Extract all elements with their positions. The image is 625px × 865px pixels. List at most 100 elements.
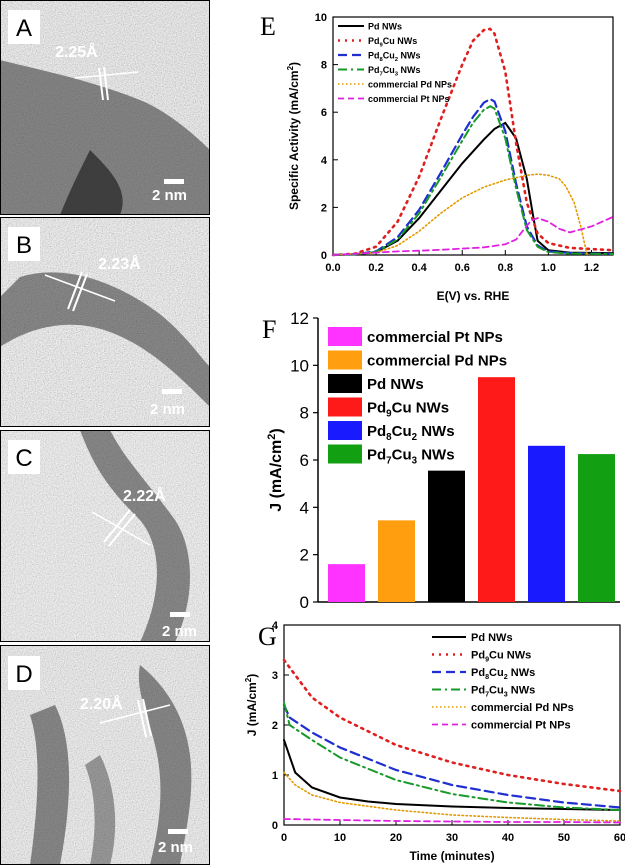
f-legend-label: Pd NWs — [367, 376, 424, 393]
e-xtick-label: 0.2 — [368, 262, 383, 274]
tem-image-d: D 2.20Å 2 nm — [0, 645, 210, 865]
g-xtick-label: 60 — [614, 832, 625, 844]
f-bar — [578, 454, 615, 602]
g-legend-label: commercial Pt NPs — [471, 720, 571, 732]
scale-bar-label-a: 2 nm — [152, 187, 187, 204]
e-ylabel: Specific Activity (mA/cm2) — [286, 62, 301, 210]
f-legend-swatch — [328, 327, 362, 346]
panel-letter-e: E — [260, 12, 276, 41]
e-series-line — [332, 121, 614, 256]
e-ytick-label: 8 — [321, 60, 327, 72]
e-ytick-label: 2 — [321, 202, 327, 214]
f-legend-label: Pd7Cu3 NWs — [367, 447, 455, 467]
f-ytick-label: 0 — [300, 593, 309, 612]
scale-bar-label-c: 2 nm — [162, 623, 197, 640]
lattice-spacing-d: 2.20Å — [80, 694, 123, 713]
e-legend-label: Pd9Cu NWs — [368, 36, 417, 48]
g-legend-label: Pd9Cu NWs — [471, 650, 531, 664]
panel-letter-g: G — [258, 622, 277, 651]
f-bar — [478, 377, 515, 602]
f-legend-swatch — [328, 421, 362, 440]
e-xtick-label: 0.0 — [325, 262, 340, 274]
g-series-line — [282, 703, 622, 809]
e-ytick-label: 4 — [321, 155, 328, 167]
f-legend-swatch — [328, 397, 362, 417]
g-ytick-label: 4 — [272, 620, 279, 632]
e-ytick-label: 6 — [321, 107, 327, 119]
lattice-spacing-c: 2.22Å — [123, 486, 166, 505]
f-bar — [378, 520, 415, 602]
e-legend-label: Pd8Cu2 NWs — [368, 51, 421, 63]
tem-image-c: C 2.22Å 2 nm — [0, 430, 210, 642]
f-legend-label: Pd9Cu NWs — [367, 400, 449, 420]
f-legend-label: commercial Pd NPs — [367, 353, 507, 370]
f-legend-label: commercial Pt NPs — [367, 329, 503, 346]
e-xtick-label: 1.2 — [584, 262, 599, 274]
e-xtick-label: 0.6 — [455, 262, 470, 274]
g-ytick-label: 3 — [272, 670, 278, 682]
e-legend-label: commercial Pd NPs — [368, 80, 452, 90]
e-series-line — [332, 173, 588, 256]
f-ytick-label: 8 — [300, 404, 309, 423]
g-series-line — [283, 739, 621, 811]
f-legend-swatch — [328, 350, 362, 370]
g-ytick-label: 0 — [272, 820, 278, 832]
g-ylabel: J (mA/cm2) — [244, 674, 259, 736]
f-legend-swatch — [328, 374, 362, 393]
f-ytick-label: 10 — [290, 356, 309, 375]
e-series-line — [331, 27, 615, 257]
g-legend-label: Pd7Cu3 NWs — [471, 685, 535, 699]
f-ytick-label: 6 — [300, 451, 309, 470]
g-series-line — [283, 771, 621, 822]
f-ytick-label: 12 — [290, 309, 309, 328]
g-ytick-label: 1 — [272, 770, 278, 782]
panel-letter-c: C — [15, 445, 32, 472]
e-series-line — [332, 105, 614, 256]
lattice-spacing-a: 2.25Å — [55, 42, 98, 61]
g-legend-label: Pd8Cu2 NWs — [471, 667, 535, 681]
f-legend-label: Pd8Cu2 NWs — [367, 423, 455, 443]
g-xtick-label: 50 — [558, 832, 570, 844]
e-xtick-label: 1.0 — [541, 262, 556, 274]
e-legend-label: Pd NWs — [368, 22, 402, 32]
g-series-line — [283, 701, 621, 811]
g-xtick-label: 20 — [390, 832, 402, 844]
g-xtick-label: 0 — [281, 832, 287, 844]
g-ytick-label: 2 — [272, 720, 278, 732]
tem-image-b: B 2.23Å 2 nm — [0, 217, 210, 427]
e-ytick-label: 0 — [321, 250, 327, 262]
f-bar — [428, 470, 465, 602]
g-legend-label: commercial Pd NPs — [471, 702, 574, 714]
tem-panel-c: C 2.22Å 2 nm — [0, 430, 210, 642]
f-ylabel: J (mA/cm2) — [266, 428, 285, 511]
f-ytick-label: 4 — [300, 498, 309, 517]
g-xtick-label: 10 — [334, 832, 346, 844]
tem-panel-d: D 2.20Å 2 nm — [0, 645, 210, 865]
panel-letter-d: D — [15, 661, 32, 688]
g-legend-label: Pd NWs — [471, 632, 513, 644]
e-xtick-label: 0.8 — [498, 262, 513, 274]
e-ytick-label: 10 — [315, 12, 327, 24]
f-ytick-label: 2 — [300, 546, 309, 565]
panel-letter-a: A — [16, 15, 32, 42]
g-xtick-label: 30 — [446, 832, 458, 844]
tem-image-a: A 2.25Å 2 nm — [0, 0, 210, 215]
panel-letter-b: B — [16, 232, 32, 259]
g-series-line — [282, 658, 622, 793]
f-bar — [528, 445, 565, 602]
scale-bar-label-d: 2 nm — [158, 839, 193, 856]
e-plot-frame — [332, 16, 614, 256]
tem-panel-a: A 2.25Å 2 nm — [0, 0, 210, 215]
f-legend-swatch — [328, 444, 362, 464]
e-series-line — [332, 216, 614, 256]
tem-panel-b: B 2.23Å 2 nm — [0, 217, 210, 427]
f-bar — [328, 564, 365, 602]
e-xtick-label: 0.4 — [412, 262, 428, 274]
g-xlabel: Time (minutes) — [409, 849, 494, 863]
e-legend-label: commercial Pt NPs — [368, 94, 450, 104]
lattice-spacing-b: 2.23Å — [98, 254, 141, 273]
panel-letter-f: F — [262, 315, 276, 344]
g-series-line — [283, 818, 621, 824]
e-xlabel: E(V) vs. RHE — [437, 289, 510, 303]
